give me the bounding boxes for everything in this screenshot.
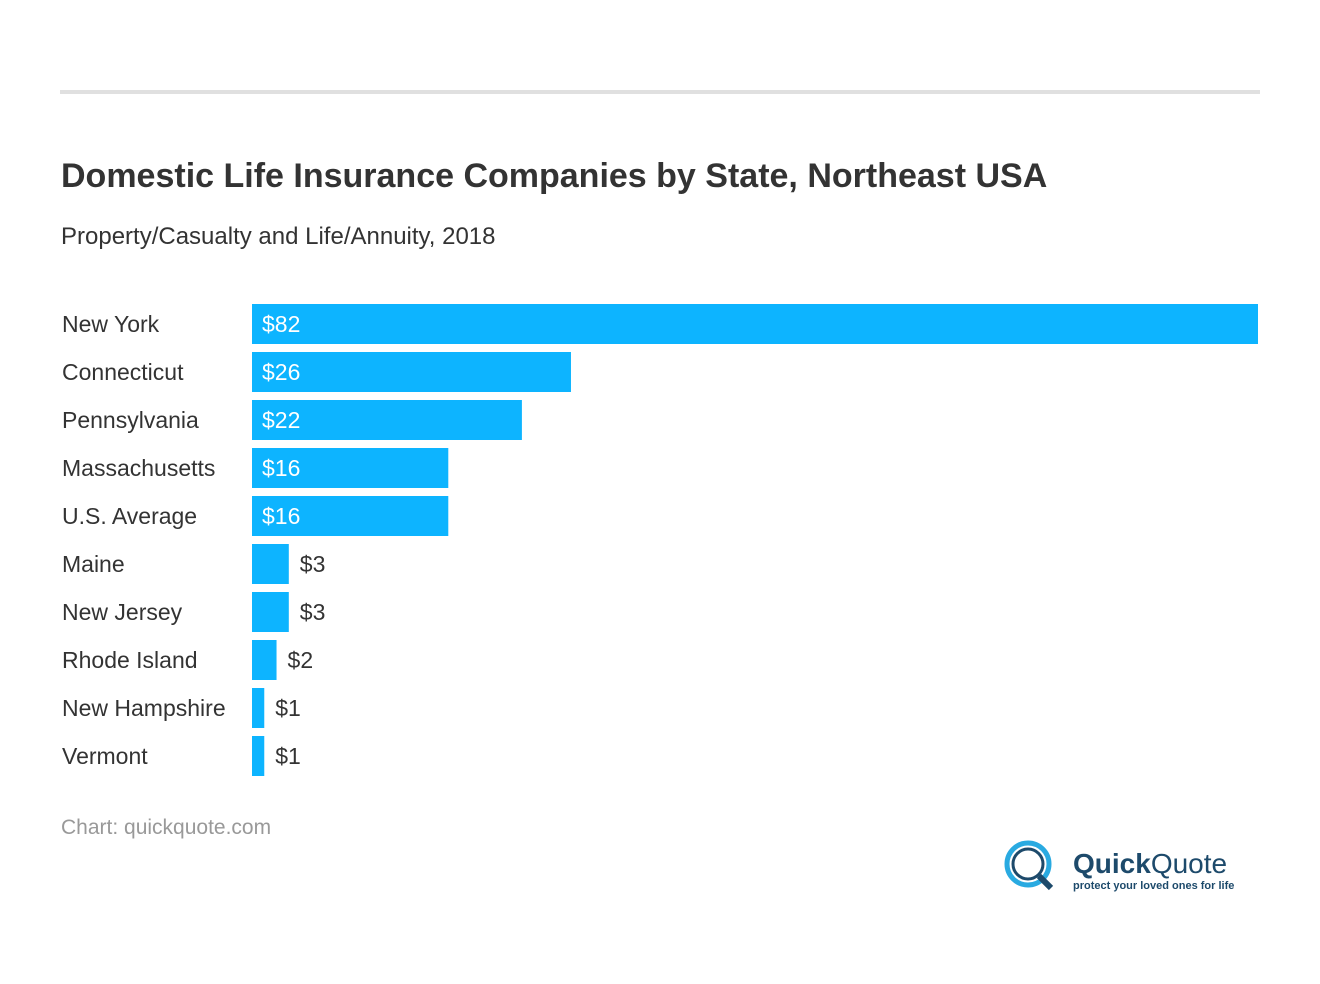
- data-label: $16: [262, 503, 300, 529]
- bar: [252, 304, 1258, 344]
- quickquote-logo: QuickQuote protect your loved ones for l…: [1003, 838, 1243, 894]
- bar: [252, 400, 522, 440]
- chart-subtitle: Property/Casualty and Life/Annuity, 2018: [61, 223, 496, 250]
- category-label: New York: [62, 311, 160, 337]
- bar: [252, 448, 449, 488]
- category-label: Connecticut: [62, 359, 184, 385]
- bar: [252, 352, 571, 392]
- top-divider: [60, 90, 1260, 94]
- data-label: $26: [262, 359, 300, 385]
- category-label: Pennsylvania: [62, 407, 199, 433]
- category-label: Maine: [62, 551, 125, 577]
- magnifier-logo-icon: [1004, 840, 1054, 891]
- bar: [252, 688, 265, 728]
- chart-source: Chart: quickquote.com: [61, 816, 272, 839]
- data-label: $1: [275, 695, 301, 721]
- bar: [252, 736, 265, 776]
- bar: [252, 592, 289, 632]
- bar: [252, 544, 289, 584]
- category-label: New Hampshire: [62, 695, 226, 721]
- data-label: $22: [262, 407, 300, 433]
- category-label: Rhode Island: [62, 647, 198, 673]
- bar: [252, 640, 277, 680]
- data-label: $3: [300, 599, 326, 625]
- category-label: New Jersey: [62, 599, 183, 625]
- category-label: Vermont: [62, 743, 148, 769]
- data-label: $82: [262, 311, 300, 337]
- category-label: Massachusetts: [62, 455, 215, 481]
- data-label: $3: [300, 551, 326, 577]
- category-label: U.S. Average: [62, 503, 197, 529]
- data-label: $16: [262, 455, 300, 481]
- data-label: $2: [288, 647, 314, 673]
- chart-title: Domestic Life Insurance Companies by Sta…: [61, 157, 1048, 195]
- bar: [252, 496, 449, 536]
- data-label: $1: [275, 743, 301, 769]
